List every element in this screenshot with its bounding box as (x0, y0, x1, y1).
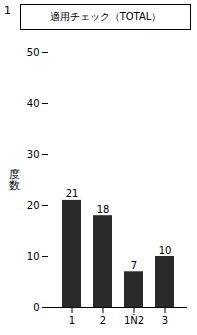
svg-text:21: 21 (66, 188, 79, 199)
svg-text:度数: 度数 (9, 168, 20, 192)
svg-text:40: 40 (27, 98, 40, 109)
svg-text:0: 0 (33, 302, 39, 313)
svg-text:18: 18 (97, 204, 110, 215)
svg-text:1: 1 (69, 315, 75, 326)
svg-text:50: 50 (27, 47, 40, 58)
html-text:適用チェック（TOTAL）: 適用チェック（TOTAL） (49, 11, 162, 22)
svg-text:2: 2 (100, 315, 106, 326)
svg-text:20: 20 (27, 200, 40, 211)
svg-text:7: 7 (131, 260, 137, 271)
svg-text:3: 3 (162, 315, 168, 326)
svg-text:1Ñ2: 1Ñ2 (124, 314, 144, 326)
svg-text:10: 10 (27, 251, 40, 262)
svg-text:30: 30 (27, 149, 40, 160)
svg-text:10: 10 (159, 245, 172, 256)
html-text:1: 1 (4, 4, 11, 17)
